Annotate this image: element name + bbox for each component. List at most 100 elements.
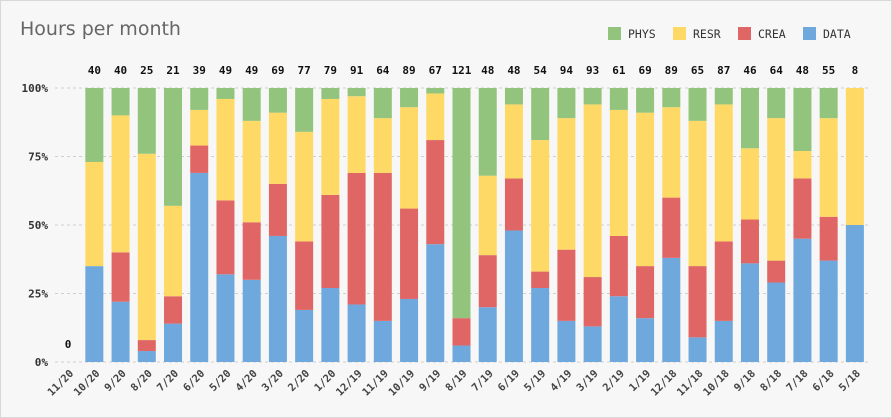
bar-segment-crea <box>793 178 812 239</box>
x-tick-label: 5/20 <box>207 368 233 394</box>
bar-segment-crea <box>347 172 366 305</box>
bar-segment-data <box>373 320 392 362</box>
legend-label-crea: CREA <box>758 27 786 41</box>
bar-segment-data <box>164 323 183 362</box>
bar-segment-crea <box>531 271 550 289</box>
bar-segment-resr <box>347 96 366 173</box>
bar-segment-phys <box>321 88 340 99</box>
bar-segment-resr <box>478 175 497 256</box>
bar-segment-phys <box>426 88 445 94</box>
y-tick-label: 25% <box>28 288 48 301</box>
bar-segment-phys <box>137 88 156 154</box>
bar-segment-resr <box>819 118 838 217</box>
bar-segment-data <box>295 309 314 362</box>
bar-segment-crea <box>242 222 261 280</box>
bar-segment-resr <box>111 115 130 253</box>
bar-segment-resr <box>85 161 104 267</box>
bar-segment-phys <box>295 88 314 132</box>
bar-segment-crea <box>504 178 523 231</box>
bar-segment-resr <box>190 109 209 146</box>
x-tick-label: 11/20 <box>45 368 76 399</box>
legend-label-data: DATA <box>823 27 851 41</box>
bar-segment-resr <box>321 98 340 195</box>
bar-segment-data <box>400 298 419 362</box>
y-tick-label: 50% <box>28 219 48 232</box>
bar-segment-data <box>609 296 628 362</box>
bar-total-label: 79 <box>324 64 337 77</box>
x-tick-label: 6/18 <box>810 368 836 394</box>
bar-segment-resr <box>740 148 759 220</box>
bar-total-label: 25 <box>140 64 153 77</box>
bar-segment-data <box>793 238 812 362</box>
bar-segment-data <box>636 318 655 362</box>
bar-segment-resr <box>609 109 628 236</box>
x-tick-label: 2/20 <box>286 368 312 394</box>
bar-segment-data <box>740 263 759 362</box>
bar-total-label: 64 <box>376 64 390 77</box>
bar-segment-resr <box>373 118 392 173</box>
x-tick-label: 4/20 <box>233 368 259 394</box>
bar-segment-crea <box>478 255 497 308</box>
bar-segment-data <box>504 230 523 362</box>
bar-segment-data <box>426 244 445 362</box>
bar-segment-resr <box>636 112 655 267</box>
bar-segment-phys <box>583 88 602 105</box>
bar-segment-data <box>767 282 786 362</box>
legend-swatch-data <box>803 27 816 40</box>
y-tick-label: 0% <box>35 356 49 369</box>
bar-segment-phys <box>85 88 104 162</box>
bar-total-label: 89 <box>665 64 678 77</box>
bar-segment-crea <box>609 235 628 297</box>
bar-total-label: 65 <box>691 64 704 77</box>
bar-segment-phys <box>373 88 392 119</box>
bar-segment-data <box>190 172 209 362</box>
bar-segment-phys <box>164 88 183 206</box>
x-tick-label: 7/18 <box>784 368 810 394</box>
bar-segment-phys <box>347 88 366 97</box>
bar-segment-data <box>137 351 156 362</box>
bar-segment-data <box>85 266 104 362</box>
bar-total-label: 61 <box>612 64 626 77</box>
bar-segment-resr <box>216 98 235 201</box>
x-tick-label: 12/18 <box>649 368 680 399</box>
bar-segment-resr <box>662 107 681 198</box>
legend-label-resr: RESR <box>693 27 721 41</box>
bar-segment-crea <box>662 197 681 258</box>
bar-segment-phys <box>793 88 812 152</box>
bar-segment-resr <box>295 131 314 242</box>
x-tick-label: 9/19 <box>417 368 443 394</box>
bar-segment-crea <box>137 340 156 352</box>
x-tick-label: 7/20 <box>155 368 181 394</box>
bar-segment-resr <box>845 88 864 225</box>
bar-segment-crea <box>400 208 419 299</box>
bar-segment-phys <box>557 88 576 119</box>
bar-segment-phys <box>504 88 523 105</box>
x-tick-label: 2/19 <box>601 368 627 394</box>
bar-segment-crea <box>321 194 340 289</box>
bar-total-label: 40 <box>114 64 127 77</box>
bar-total-label: 121 <box>452 64 472 77</box>
bar-segment-crea <box>295 241 314 310</box>
bar-segment-data <box>452 345 471 362</box>
bar-segment-phys <box>268 88 287 113</box>
x-tick-label: 8/20 <box>129 368 155 394</box>
bar-segment-data <box>347 304 366 362</box>
bar-segment-data <box>268 235 287 362</box>
x-tick-label: 6/19 <box>496 368 522 394</box>
bar-segment-resr <box>137 153 156 341</box>
bar-segment-resr <box>268 112 287 184</box>
legend-swatch-crea <box>738 27 751 40</box>
legend-swatch-resr <box>673 27 686 40</box>
bar-total-label: 48 <box>796 64 809 77</box>
bar-segment-crea <box>714 241 733 321</box>
bar-segment-phys <box>111 88 130 116</box>
bar-total-label: 49 <box>245 64 258 77</box>
bar-segment-phys <box>216 88 235 99</box>
x-tick-label: 10/19 <box>386 368 417 399</box>
bar-segment-resr <box>714 104 733 242</box>
bar-segment-resr <box>242 120 261 223</box>
bar-segment-data <box>819 260 838 362</box>
bar-segment-resr <box>531 140 550 272</box>
bar-segment-data <box>714 320 733 362</box>
bar-total-label: 64 <box>770 64 784 77</box>
